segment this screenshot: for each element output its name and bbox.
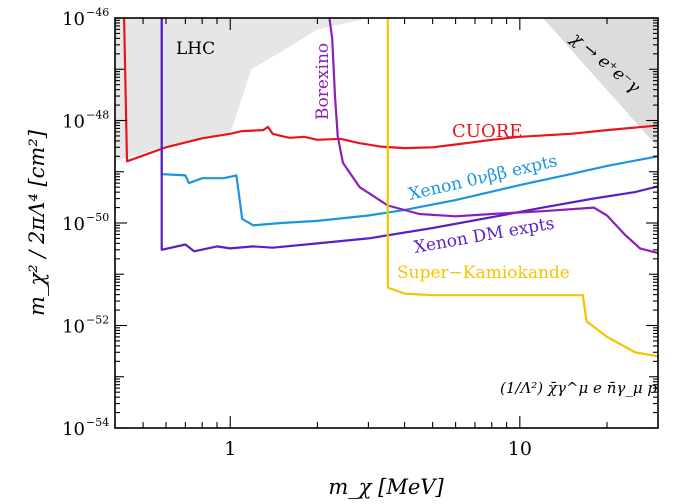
axis-ticks bbox=[114, 17, 659, 429]
y-tick-label: 10 bbox=[62, 9, 85, 30]
x-axis-label: m_χ [MeV] bbox=[328, 475, 444, 499]
shaded-regions bbox=[115, 18, 658, 162]
label-superk: Super−Kamiokande bbox=[397, 263, 570, 283]
label-lhc: LHC bbox=[176, 39, 215, 59]
label-xenon-0vbb: Xenon 0νββ expts bbox=[407, 151, 560, 205]
series-line-xenon-0-expts bbox=[160, 18, 658, 227]
y-tick-exponent: −46 bbox=[86, 6, 109, 19]
y-tick-label: 10 bbox=[62, 317, 85, 338]
y-tick-exponent: −50 bbox=[86, 211, 109, 224]
series-line-super-kamiokande bbox=[386, 18, 658, 358]
label-borexino: Borexino bbox=[313, 43, 333, 120]
x-tick-label: 10 bbox=[508, 438, 532, 460]
y-tick-exponent: −48 bbox=[86, 109, 109, 122]
region-lhc-lower bbox=[115, 18, 268, 162]
series-line-cuore bbox=[123, 18, 658, 163]
y-tick-label: 10 bbox=[62, 214, 85, 235]
y-tick-exponent: −54 bbox=[86, 416, 109, 429]
region-chi-decay bbox=[542, 18, 658, 148]
y-tick-label: 10 bbox=[62, 112, 85, 133]
x-tick-label: 1 bbox=[224, 438, 236, 460]
y-tick-exponent: −52 bbox=[86, 314, 109, 327]
y-axis-label: m_χ² / 2πΛ⁴ [cm²] bbox=[25, 129, 49, 316]
label-xenon-dm: Xenon DM expts bbox=[412, 214, 556, 258]
label-operator: (1/Λ²) χ̄γ^μ e n̄γ_μ p bbox=[500, 379, 657, 397]
label-cuore: CUORE bbox=[452, 121, 522, 142]
series-line-borexino bbox=[328, 18, 658, 255]
series-lines bbox=[123, 18, 658, 358]
series-line-xenon-dm-expts bbox=[160, 18, 658, 253]
y-tick-label: 10 bbox=[62, 419, 85, 440]
